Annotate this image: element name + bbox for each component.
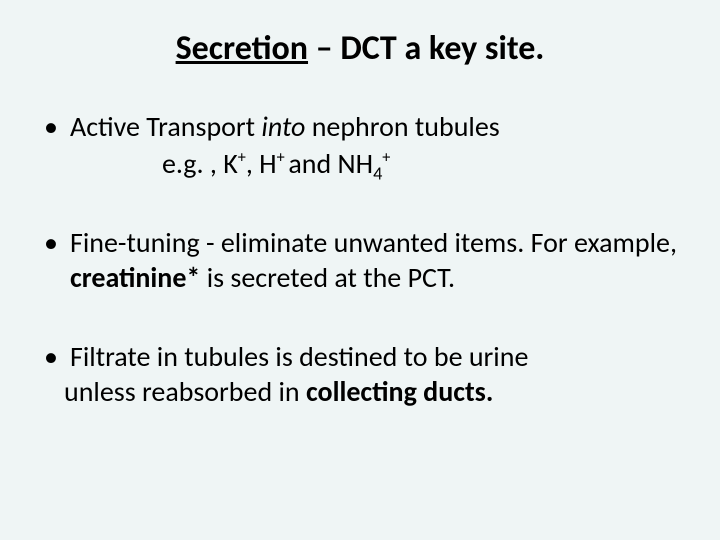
b3-line1: Filtrate in tubules is destined to be ur…: [70, 339, 528, 374]
slide: Secretion – DCT a key site. Active Trans…: [0, 0, 720, 540]
b3-l2-bold: collecting ducts.: [306, 374, 493, 409]
slide-title: Secretion – DCT a key site.: [40, 28, 680, 69]
b2-pre: Fine-tuning - eliminate unwanted items. …: [70, 225, 677, 260]
b2-post: is secreted at the PCT.: [200, 260, 455, 295]
b1-sup3: +: [382, 149, 390, 168]
b1-post: nephron tubules: [305, 109, 499, 144]
b1-italic: into: [261, 109, 305, 144]
b1-subline: e.g. , K+, H+ and NH4+: [162, 146, 680, 181]
bullet-list: Active Transport into nephron tubules e.…: [40, 109, 680, 409]
b2-bold: creatinine*: [70, 260, 200, 295]
bullet-1: Active Transport into nephron tubules e.…: [40, 109, 680, 181]
b1-pre: Active Transport: [70, 109, 261, 144]
b1-sup1: +: [238, 149, 246, 168]
title-rest: – DCT a key site.: [308, 28, 544, 69]
b1-mid2: and NH: [288, 146, 373, 181]
bullet-3: Filtrate in tubules is destined to be ur…: [40, 339, 680, 409]
b1-sub-pre: e.g. , K: [162, 146, 238, 181]
bullet-2: Fine-tuning - eliminate unwanted items. …: [40, 225, 680, 295]
title-underlined: Secretion: [176, 28, 308, 69]
b1-sup2: +: [277, 149, 289, 168]
b1-sub4: 4: [373, 163, 382, 185]
b3-l2-pre: unless reabsorbed in: [64, 374, 306, 409]
b1-mid1: , H: [246, 146, 277, 181]
b3-line2: unless reabsorbed in collecting ducts.: [64, 374, 680, 409]
